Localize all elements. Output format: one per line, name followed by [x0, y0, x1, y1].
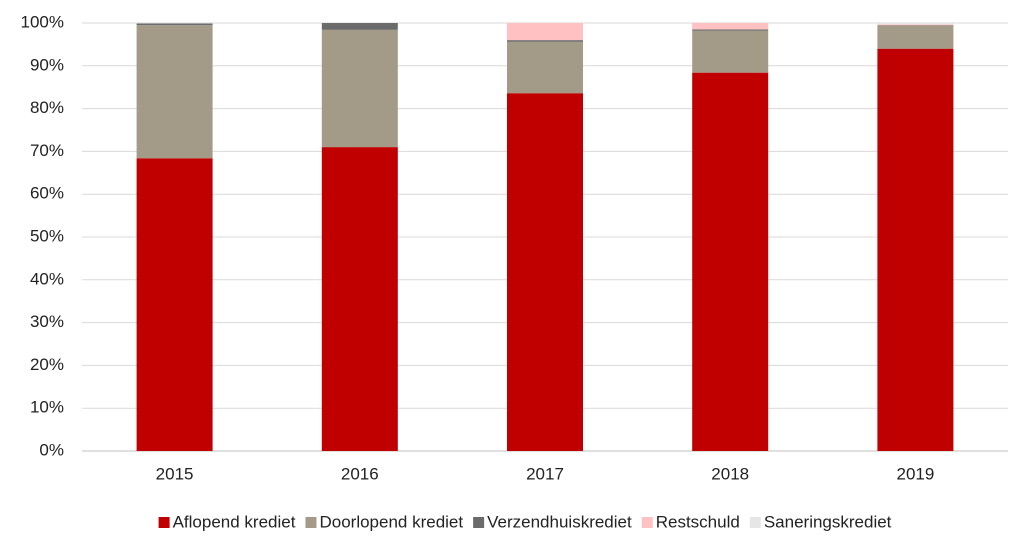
bar-segment [322, 23, 398, 30]
bar-segment [322, 147, 398, 451]
y-tick-label: 0% [39, 440, 64, 459]
legend-label: Restschuld [656, 512, 740, 531]
y-tick-label: 40% [30, 269, 64, 288]
bar-segment [137, 23, 213, 25]
legend-label: Saneringskrediet [764, 512, 892, 531]
legend-label: Verzendhuiskrediet [487, 512, 632, 531]
x-tick-label: 2017 [526, 464, 564, 483]
bar-segment [137, 158, 213, 451]
bar-segment [877, 24, 953, 25]
y-tick-label: 50% [30, 226, 64, 245]
bar-segment [692, 29, 768, 30]
bar-segment [877, 23, 953, 24]
y-tick-label: 10% [30, 398, 64, 417]
y-tick-label: 100% [21, 12, 64, 31]
legend-swatch [473, 517, 484, 528]
x-tick-label: 2016 [341, 464, 379, 483]
x-tick-label: 2018 [711, 464, 749, 483]
legend-swatch [305, 517, 316, 528]
y-tick-label: 20% [30, 355, 64, 374]
y-tick-label: 30% [30, 312, 64, 331]
bar-segment [322, 30, 398, 147]
bar-segment [507, 40, 583, 42]
legend-label: Doorlopend krediet [319, 512, 463, 531]
bar-segment [507, 23, 583, 40]
bar-segment [507, 42, 583, 93]
y-tick-label: 80% [30, 98, 64, 117]
x-tick-label: 2019 [896, 464, 934, 483]
y-tick-label: 70% [30, 141, 64, 160]
bar-segment [692, 23, 768, 29]
bar-segment [507, 93, 583, 451]
bar-segment [877, 49, 953, 451]
legend-swatch [159, 517, 170, 528]
bar-segment [877, 26, 953, 49]
legend-swatch [642, 517, 653, 528]
y-tick-label: 90% [30, 55, 64, 74]
legend-swatch [750, 517, 761, 528]
y-tick-label: 60% [30, 184, 64, 203]
bar-segment [692, 73, 768, 451]
bar-segment [137, 25, 213, 158]
x-tick-label: 2015 [156, 464, 194, 483]
legend-label: Aflopend krediet [173, 512, 296, 531]
bar-segment [692, 31, 768, 73]
